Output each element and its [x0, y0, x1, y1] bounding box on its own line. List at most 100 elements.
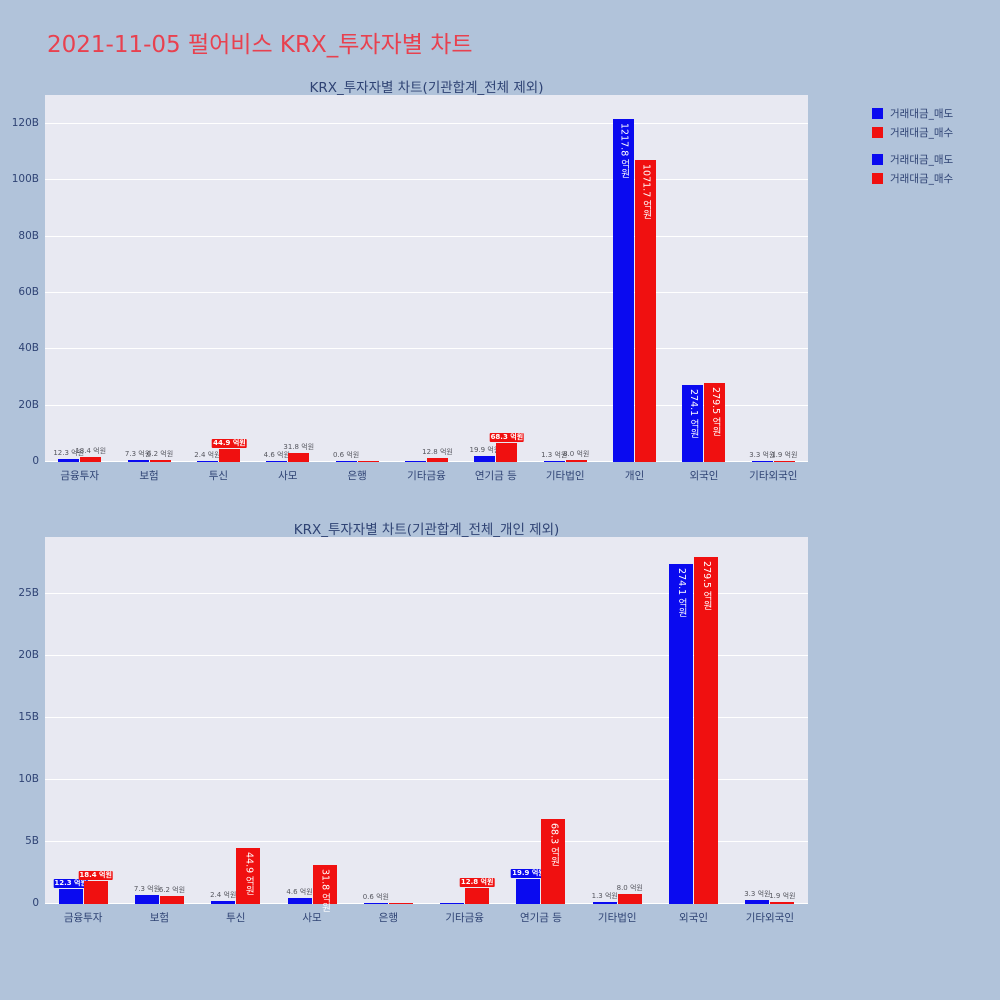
- bar-sell-1[interactable]: [134, 894, 159, 904]
- gridline: [45, 348, 808, 350]
- y-axis-tick-label: 100B: [11, 173, 39, 186]
- bar-buy-3[interactable]: [312, 864, 337, 904]
- bar-buy-1[interactable]: [159, 896, 184, 904]
- bar-buy-4[interactable]: [357, 461, 379, 462]
- y-axis-tick-label: 80B: [18, 229, 39, 242]
- chart-top-plot-area: 12.3 억원 18.4 억원 7.3 억원 6.2 억원 2.4 억원 44.9 억원 4…: [45, 95, 808, 462]
- bar-buy-7[interactable]: [565, 459, 587, 462]
- gridline: [45, 291, 808, 293]
- bar-buy-4[interactable]: [388, 903, 413, 904]
- bar-value-label: 1.3 억원: [541, 450, 568, 459]
- bar-value-label: 12.3 억원: [53, 448, 85, 457]
- chart-top-title: KRX_투자자별 차트(기관합계_전체 제외): [309, 80, 544, 96]
- legend-item[interactable]: 거래대금_매도: [872, 150, 953, 169]
- bar-buy-6[interactable]: [541, 819, 566, 904]
- legend-label: 거래대금_매도: [890, 108, 954, 120]
- bar-buy-2[interactable]: [236, 848, 261, 904]
- bar-value-label: 68.3 억원: [489, 432, 525, 442]
- bar-value-label: 44.9 억원: [212, 439, 247, 449]
- bar-value-label: 3.3 억원: [749, 450, 776, 459]
- bar-buy-0[interactable]: [80, 456, 102, 462]
- bar-value-label: 31.8 억원: [283, 443, 315, 452]
- y-axis-tick-label: 15B: [18, 711, 39, 723]
- legend-item[interactable]: 거래대금_매수: [872, 169, 953, 188]
- bar-value-label: 2.4 억원: [210, 891, 237, 900]
- bar-sell-5[interactable]: [440, 903, 465, 904]
- x-axis-label: 사모: [302, 912, 322, 924]
- bar-value-label: 7.3 억원: [124, 449, 152, 458]
- bar-buy-9[interactable]: [770, 901, 795, 904]
- bar-value-label: 2.4 억원: [194, 450, 221, 459]
- bar-value-label: 274.1 억원: [687, 388, 699, 438]
- x-axis-label: 투신: [226, 912, 246, 924]
- bar-sell-6[interactable]: [474, 456, 496, 462]
- bar-sell-1[interactable]: [127, 459, 149, 462]
- bar-buy-2[interactable]: [218, 449, 240, 462]
- bar-value-label: 18.4 억원: [75, 446, 107, 455]
- chart-bottom-title: KRX_투자자별 차트(기관합계_전체_개인 제외): [293, 522, 560, 538]
- gridline: [45, 779, 808, 780]
- bar-sell-10[interactable]: [751, 460, 773, 462]
- bar-value-label: 279.5 억원: [701, 561, 713, 611]
- bar-buy-5[interactable]: [427, 458, 448, 462]
- bar-sell-3[interactable]: [287, 898, 312, 904]
- x-axis-label: 보험: [149, 912, 170, 924]
- bar-sell-7[interactable]: [543, 460, 565, 462]
- bar-sell-9[interactable]: [745, 899, 770, 904]
- bar-value-label: 1.9 억원: [769, 891, 796, 900]
- bar-buy-8[interactable]: [694, 557, 719, 904]
- gridline: [45, 655, 808, 656]
- x-axis-label: 금융투자: [60, 470, 99, 482]
- y-axis-tick-label: 60B: [18, 285, 39, 298]
- legend-item[interactable]: 거래대금_매도: [872, 104, 953, 123]
- bar-sell-8[interactable]: [613, 118, 635, 462]
- bar-value-label: 1.9 억원: [771, 450, 798, 459]
- bar-sell-4[interactable]: [363, 902, 388, 904]
- x-axis-label: 기타외국인: [745, 912, 794, 924]
- legend-swatch-icon: [872, 108, 883, 119]
- bar-buy-6[interactable]: [496, 442, 518, 462]
- gridline: [45, 593, 808, 594]
- bar-buy-5[interactable]: [465, 888, 490, 904]
- bar-value-label: 4.6 억원: [263, 450, 290, 459]
- bar-buy-8[interactable]: [635, 160, 657, 462]
- x-axis-label: 기타법인: [545, 470, 585, 482]
- bar-buy-7[interactable]: [617, 894, 642, 904]
- x-axis-label: 개인: [624, 470, 645, 482]
- bar-sell-2[interactable]: [196, 460, 218, 462]
- bar-sell-3[interactable]: [266, 460, 288, 462]
- bar-sell-0[interactable]: [58, 888, 83, 904]
- bar-value-label: 44.9 억원: [243, 852, 255, 896]
- x-axis-label: 연기금 등: [474, 470, 517, 482]
- legend-item[interactable]: 거래대금_매수: [872, 123, 953, 142]
- bar-sell-5[interactable]: [405, 461, 426, 462]
- bar-value-label: 31.8 억원: [319, 868, 331, 912]
- x-axis-label: 사모: [278, 470, 298, 482]
- bar-sell-8[interactable]: [669, 564, 694, 904]
- bar-buy-9[interactable]: [704, 383, 726, 462]
- bar-value-label: 274.1 억원: [676, 568, 688, 618]
- gridline: [45, 461, 808, 462]
- bar-value-label: 3.3 억원: [744, 889, 771, 898]
- bar-sell-7[interactable]: [592, 902, 617, 904]
- bar-buy-1[interactable]: [149, 460, 171, 462]
- bar-buy-0[interactable]: [83, 881, 108, 904]
- bar-sell-6[interactable]: [516, 879, 541, 904]
- bar-sell-2[interactable]: [211, 901, 236, 904]
- y-axis-tick-label: 5B: [25, 835, 39, 847]
- bar-value-label: 4.6 억원: [286, 888, 313, 897]
- bar-buy-10[interactable]: [773, 460, 795, 462]
- bar-value-label: 12.8 억원: [459, 878, 495, 888]
- legend: 거래대금_매도 거래대금_매수 거래대금_매도 거래대금_매수: [872, 104, 953, 188]
- legend-swatch-icon: [872, 154, 883, 165]
- x-axis-label: 금융투자: [63, 912, 103, 924]
- bar-buy-3[interactable]: [288, 453, 310, 462]
- bar-sell-9[interactable]: [682, 384, 704, 462]
- bar-value-label: 12.8 억원: [422, 448, 453, 457]
- bar-sell-4[interactable]: [335, 460, 357, 462]
- bar-value-label: 19.9 억원: [511, 869, 546, 879]
- bar-value-label: 12.3 억원: [53, 878, 88, 888]
- x-axis-label: 은행: [347, 470, 367, 482]
- bar-value-label: 1217.8 억원: [618, 122, 630, 179]
- bar-sell-0[interactable]: [58, 458, 80, 462]
